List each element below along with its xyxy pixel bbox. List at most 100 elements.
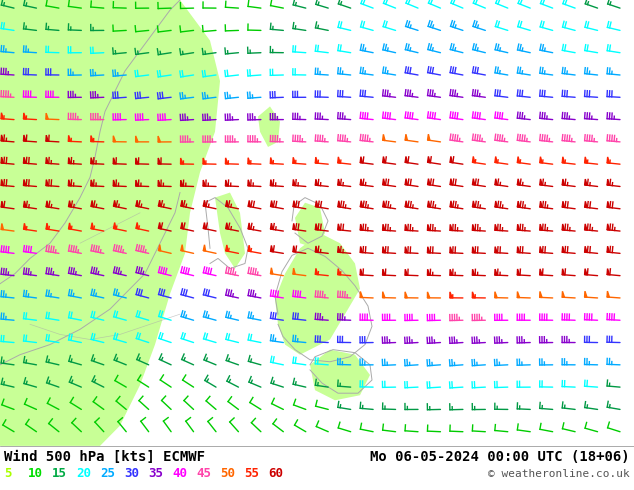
Polygon shape xyxy=(181,200,183,206)
Polygon shape xyxy=(46,157,48,163)
Polygon shape xyxy=(607,201,609,207)
Polygon shape xyxy=(310,350,370,400)
Polygon shape xyxy=(295,203,325,248)
Polygon shape xyxy=(113,200,116,207)
Polygon shape xyxy=(315,269,318,274)
Polygon shape xyxy=(258,106,280,147)
Polygon shape xyxy=(271,268,273,274)
Polygon shape xyxy=(226,200,228,207)
Polygon shape xyxy=(203,180,205,186)
Polygon shape xyxy=(315,179,318,185)
Polygon shape xyxy=(607,269,609,275)
Polygon shape xyxy=(472,247,475,253)
Polygon shape xyxy=(1,179,3,186)
Polygon shape xyxy=(91,180,93,186)
Polygon shape xyxy=(315,223,318,230)
Polygon shape xyxy=(293,245,295,252)
Polygon shape xyxy=(248,180,250,186)
Polygon shape xyxy=(46,180,48,186)
Polygon shape xyxy=(360,269,363,275)
Polygon shape xyxy=(136,222,138,229)
Polygon shape xyxy=(517,179,520,185)
Polygon shape xyxy=(91,223,93,229)
Polygon shape xyxy=(382,292,385,297)
Polygon shape xyxy=(405,224,408,230)
Text: 10: 10 xyxy=(28,467,43,481)
Polygon shape xyxy=(0,0,220,446)
Polygon shape xyxy=(248,200,250,207)
Polygon shape xyxy=(495,224,497,230)
Polygon shape xyxy=(382,246,385,253)
Polygon shape xyxy=(158,158,160,164)
Polygon shape xyxy=(204,222,205,229)
Polygon shape xyxy=(540,292,542,297)
Polygon shape xyxy=(293,201,295,207)
Polygon shape xyxy=(158,222,161,229)
Polygon shape xyxy=(23,135,26,141)
Polygon shape xyxy=(427,156,430,163)
Polygon shape xyxy=(472,224,475,230)
Polygon shape xyxy=(450,179,453,185)
Polygon shape xyxy=(226,180,228,186)
Polygon shape xyxy=(383,179,385,185)
Polygon shape xyxy=(585,246,587,252)
Polygon shape xyxy=(405,134,408,141)
Polygon shape xyxy=(360,292,363,297)
Polygon shape xyxy=(158,200,160,206)
Polygon shape xyxy=(46,113,48,119)
Polygon shape xyxy=(562,179,564,185)
Polygon shape xyxy=(360,179,363,185)
Polygon shape xyxy=(472,292,475,298)
Polygon shape xyxy=(181,158,183,164)
Polygon shape xyxy=(472,179,475,185)
Polygon shape xyxy=(158,245,161,251)
Polygon shape xyxy=(215,193,245,269)
Polygon shape xyxy=(1,157,3,163)
Polygon shape xyxy=(450,201,453,207)
Text: 40: 40 xyxy=(172,467,187,481)
Polygon shape xyxy=(540,179,542,185)
Polygon shape xyxy=(1,113,3,119)
Polygon shape xyxy=(68,157,71,164)
Polygon shape xyxy=(226,245,228,251)
Polygon shape xyxy=(450,156,453,163)
Polygon shape xyxy=(562,246,564,252)
Polygon shape xyxy=(315,157,318,163)
Polygon shape xyxy=(450,224,452,230)
Polygon shape xyxy=(293,179,295,186)
Text: 30: 30 xyxy=(124,467,139,481)
Polygon shape xyxy=(113,136,115,142)
Text: 45: 45 xyxy=(196,467,211,481)
Polygon shape xyxy=(68,200,71,207)
Polygon shape xyxy=(517,201,520,207)
Polygon shape xyxy=(472,201,475,207)
Text: 25: 25 xyxy=(100,467,115,481)
Polygon shape xyxy=(1,201,3,207)
Polygon shape xyxy=(472,156,475,163)
Polygon shape xyxy=(607,157,609,163)
Polygon shape xyxy=(607,291,609,297)
Polygon shape xyxy=(68,180,71,186)
Text: 5: 5 xyxy=(4,467,11,481)
Polygon shape xyxy=(46,201,48,207)
Polygon shape xyxy=(204,245,205,251)
Polygon shape xyxy=(293,268,295,274)
Polygon shape xyxy=(562,224,564,230)
Polygon shape xyxy=(540,201,542,207)
Polygon shape xyxy=(427,292,430,298)
Polygon shape xyxy=(585,179,587,185)
Polygon shape xyxy=(226,223,228,229)
Polygon shape xyxy=(315,246,318,252)
Polygon shape xyxy=(427,134,430,140)
Polygon shape xyxy=(383,134,385,141)
Polygon shape xyxy=(405,246,408,253)
Polygon shape xyxy=(293,157,295,163)
Polygon shape xyxy=(495,246,497,253)
Polygon shape xyxy=(427,270,430,275)
Polygon shape xyxy=(136,200,138,206)
Polygon shape xyxy=(270,180,273,186)
Polygon shape xyxy=(382,224,385,230)
Polygon shape xyxy=(540,269,542,275)
Polygon shape xyxy=(607,179,609,185)
Polygon shape xyxy=(472,269,475,275)
